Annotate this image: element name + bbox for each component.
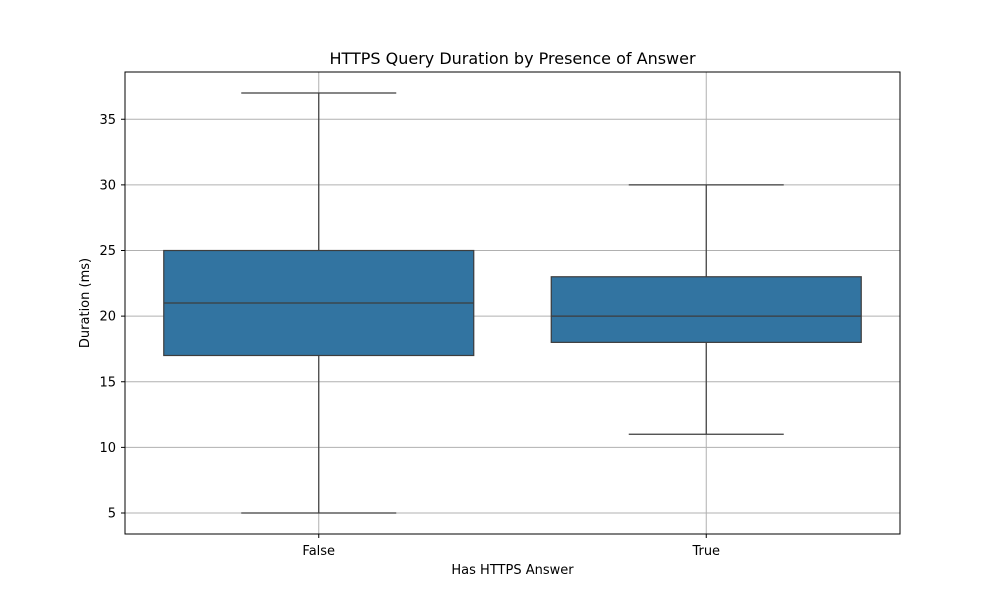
chart-title: HTTPS Query Duration by Presence of Answ… (329, 49, 696, 68)
box-iqr (550, 276, 862, 343)
y-tick-label: 30 (99, 178, 116, 193)
y-tick-label: 35 (99, 113, 116, 128)
x-tick-label: False (302, 544, 335, 559)
box-group-true (550, 184, 862, 435)
y-tick-label: 15 (99, 375, 116, 390)
y-tick-label: 20 (99, 310, 116, 325)
box-group-false (163, 92, 475, 514)
y-tick-label: 5 (108, 507, 116, 522)
x-axis-label: Has HTTPS Answer (451, 563, 574, 578)
x-ticks: False True (302, 534, 720, 559)
boxes (163, 92, 862, 514)
y-tick-label: 25 (99, 244, 116, 259)
y-axis-label: Duration (ms) (78, 258, 93, 348)
y-tick-label: 10 (99, 441, 116, 456)
y-ticks: 5 10 15 20 25 30 35 (99, 113, 125, 522)
x-tick-label: True (691, 544, 720, 559)
plot-frame (124, 71, 901, 535)
